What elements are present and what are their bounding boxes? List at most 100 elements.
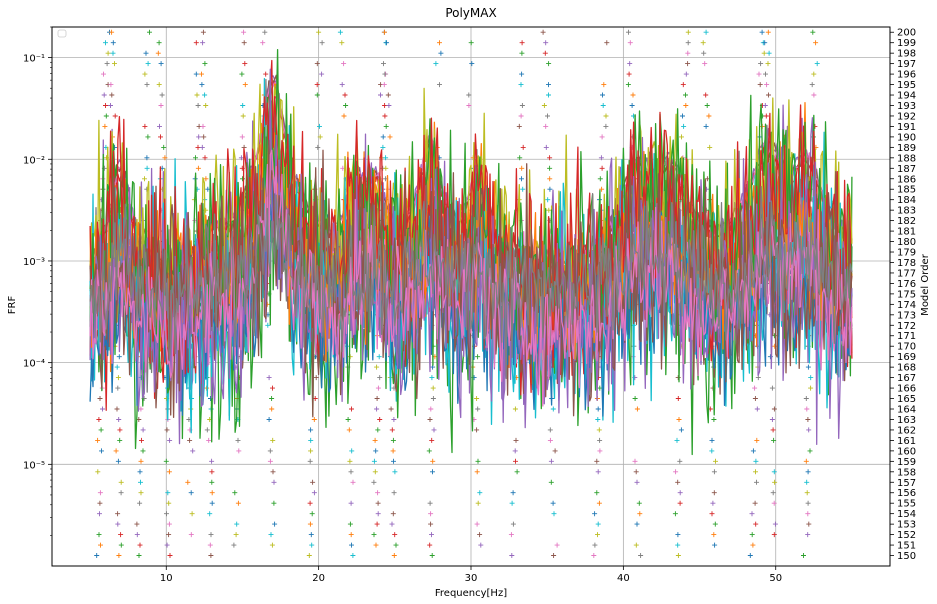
- pole-marker: [753, 521, 759, 527]
- pole-marker: [547, 176, 553, 182]
- pole-marker: [709, 511, 715, 517]
- y2-tick-label: 188: [897, 153, 916, 164]
- pole-marker: [712, 521, 718, 527]
- pole-marker: [99, 448, 104, 454]
- pole-marker: [307, 458, 313, 464]
- pole-marker: [516, 123, 522, 129]
- pole-marker: [711, 469, 717, 475]
- pole-marker: [632, 396, 638, 401]
- pole-marker: [811, 71, 817, 77]
- y2-tick-label: 164: [897, 405, 916, 416]
- pole-marker: [341, 113, 347, 119]
- pole-marker: [675, 542, 681, 548]
- pole-marker: [547, 165, 553, 171]
- y2-tick-label: 157: [897, 478, 916, 489]
- pole-marker: [600, 92, 605, 98]
- pole-marker: [542, 50, 548, 56]
- pole-marker: [142, 71, 148, 77]
- pole-marker: [375, 490, 381, 496]
- pole-marker: [762, 103, 768, 108]
- y2-tick-label: 193: [897, 101, 916, 112]
- pole-marker: [270, 385, 275, 391]
- pole-marker: [429, 553, 435, 558]
- pole-marker: [97, 511, 102, 517]
- pole-marker: [240, 103, 246, 108]
- pole-marker: [319, 40, 325, 46]
- pole-marker: [188, 532, 194, 538]
- pole-marker: [140, 448, 146, 454]
- y2-tick-label: 165: [897, 394, 916, 405]
- pole-marker: [466, 92, 472, 98]
- pole-marker: [371, 479, 377, 485]
- pole-marker: [392, 532, 398, 538]
- pole-marker: [167, 437, 173, 443]
- pole-marker: [430, 458, 436, 464]
- pole-marker: [518, 113, 524, 119]
- pole-marker: [685, 50, 691, 56]
- pole-marker: [115, 511, 121, 517]
- pole-marker: [813, 40, 819, 46]
- y2-tick-label: 195: [897, 80, 916, 91]
- pole-marker: [673, 469, 679, 475]
- y2-tick-label: 156: [897, 488, 916, 499]
- pole-marker: [350, 553, 356, 558]
- pole-marker: [675, 396, 681, 401]
- pole-marker: [754, 437, 760, 443]
- pole-marker: [387, 134, 393, 140]
- pole-marker: [540, 29, 546, 35]
- pole-marker: [265, 322, 271, 328]
- pole-marker: [118, 532, 124, 538]
- pole-marker: [677, 490, 683, 496]
- pole-marker: [209, 479, 215, 485]
- pole-marker: [804, 406, 810, 412]
- pole-marker: [112, 113, 118, 119]
- pole-marker: [104, 61, 110, 67]
- pole-marker: [337, 29, 343, 35]
- pole-marker: [546, 92, 551, 98]
- pole-marker: [552, 448, 558, 454]
- pole-marker: [199, 71, 204, 77]
- pole-marker: [195, 165, 201, 171]
- pole-marker: [384, 40, 389, 46]
- pole-marker: [209, 500, 215, 506]
- pole-marker: [595, 417, 601, 422]
- y-axis: 10⁻⁵ 10⁻⁴ 10⁻³ 10⁻² 10⁻¹: [23, 26, 52, 536]
- y-tick-label: 10⁻²: [23, 155, 45, 166]
- pole-marker: [437, 40, 442, 46]
- pole-marker: [595, 406, 601, 412]
- pole-marker: [754, 479, 759, 485]
- pole-marker: [599, 186, 605, 192]
- pole-marker: [308, 437, 314, 443]
- pole-marker: [271, 479, 277, 485]
- pole-marker: [159, 92, 165, 98]
- pole-marker: [632, 458, 638, 464]
- pole-marker: [711, 532, 717, 538]
- pole-marker: [232, 490, 238, 496]
- pole-marker: [700, 40, 706, 46]
- pole-marker: [512, 406, 518, 412]
- pole-marker: [391, 553, 397, 558]
- pole-marker: [630, 92, 636, 98]
- pole-marker: [187, 437, 193, 443]
- pole-marker: [599, 134, 605, 140]
- pole-marker: [763, 71, 768, 77]
- pole-marker: [752, 396, 758, 401]
- pole-marker: [209, 469, 215, 475]
- y2-tick-label: 155: [897, 499, 916, 510]
- y2-tick-label: 199: [897, 38, 916, 49]
- pole-marker: [143, 50, 149, 56]
- pole-marker: [638, 553, 644, 558]
- pole-marker: [389, 521, 395, 527]
- pole-marker: [142, 176, 147, 182]
- pole-marker: [382, 113, 388, 119]
- pole-marker: [117, 437, 123, 443]
- pole-marker: [437, 82, 442, 88]
- pole-marker: [200, 123, 206, 129]
- pole-marker: [162, 155, 168, 161]
- y2-tick-label: 186: [897, 174, 916, 185]
- pole-marker: [433, 61, 439, 67]
- x-tick-label: 10: [160, 573, 173, 584]
- pole-marker: [98, 427, 104, 433]
- pole-marker: [390, 437, 396, 443]
